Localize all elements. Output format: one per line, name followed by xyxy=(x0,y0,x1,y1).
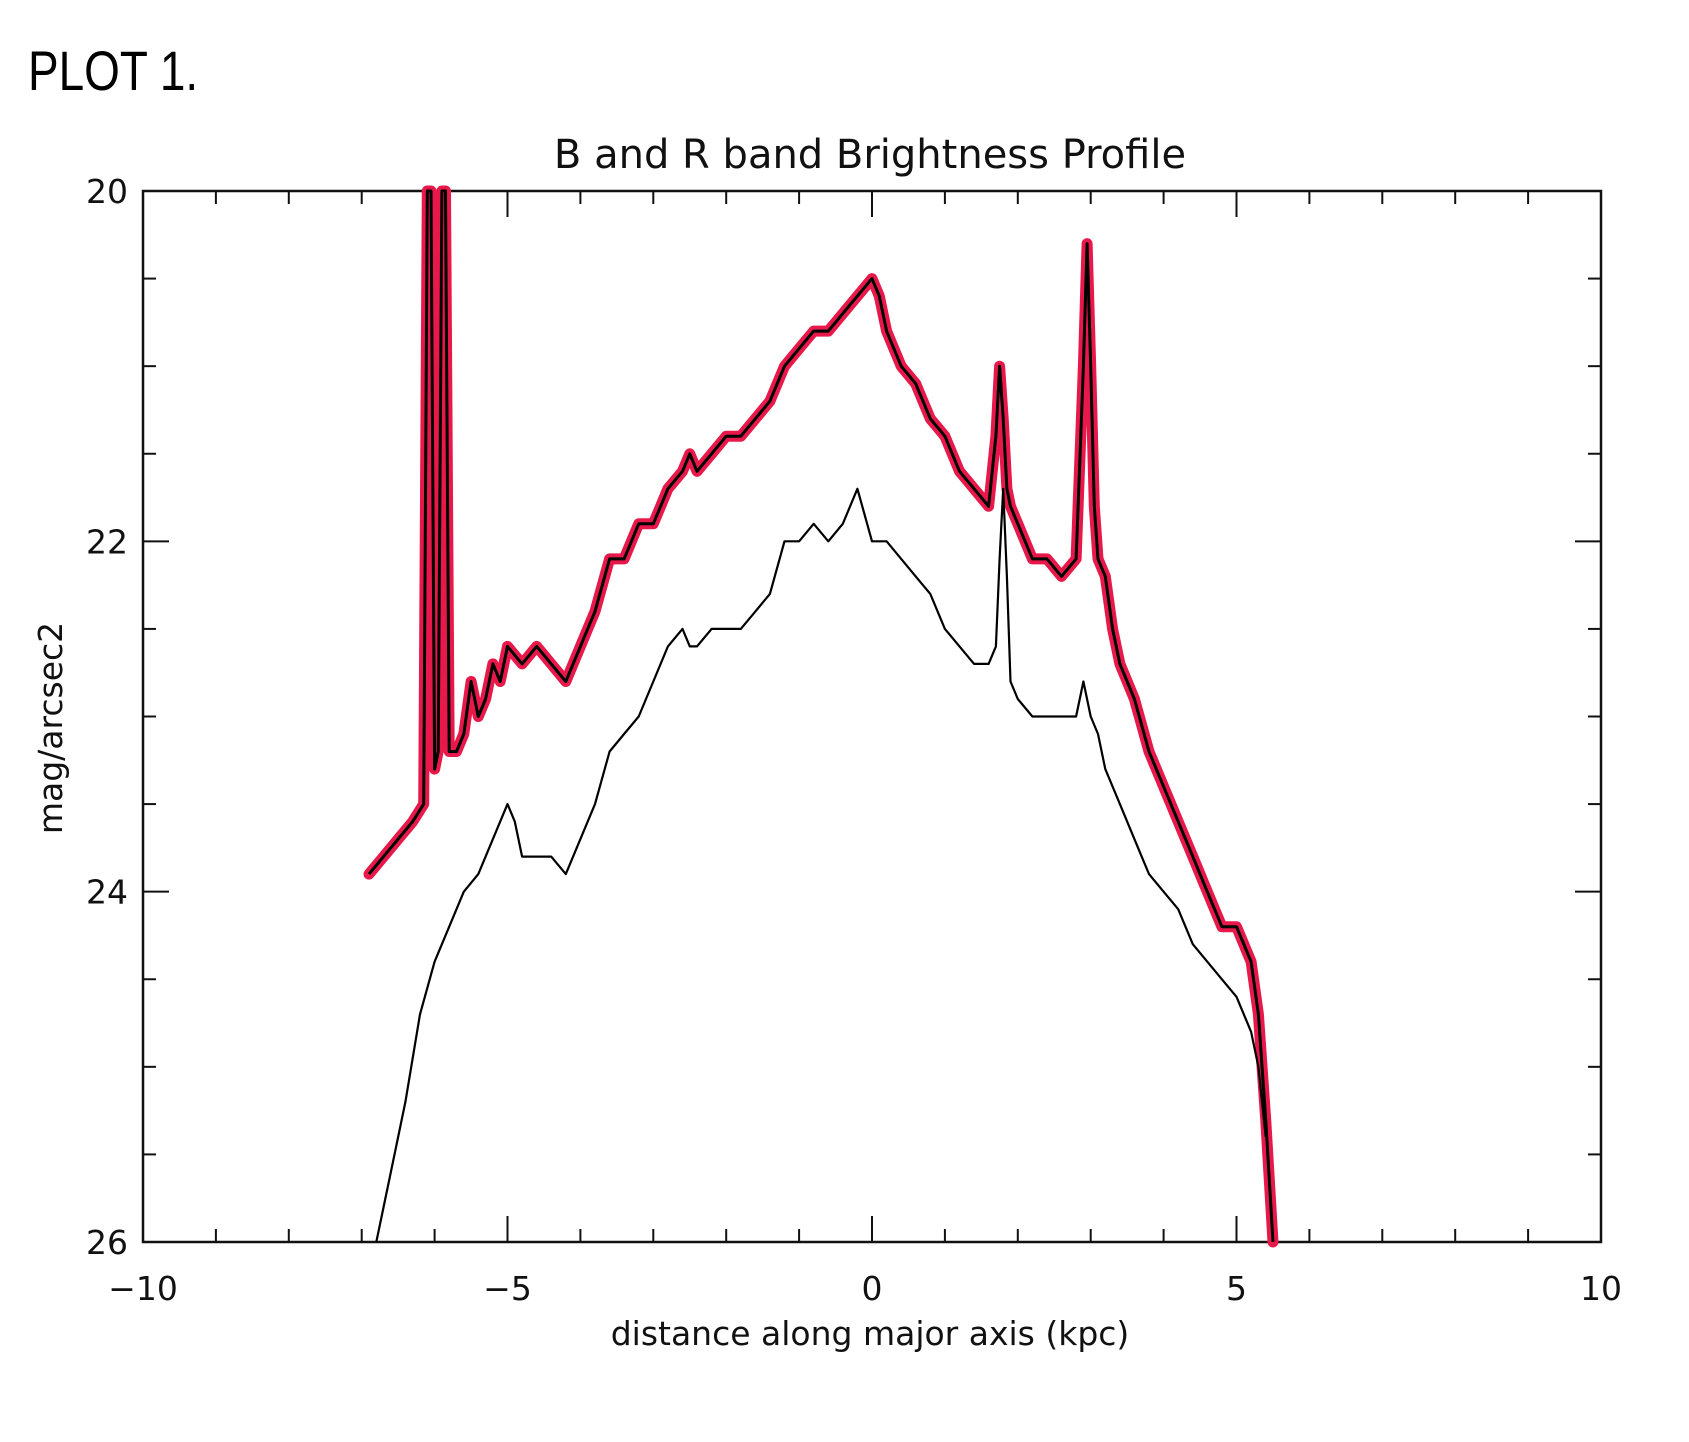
x-tick-label: −5 xyxy=(483,1269,532,1308)
x-tick-label: 10 xyxy=(1580,1269,1622,1308)
series-line-r-band-core xyxy=(367,189,1275,1243)
chart-title: B and R band Brightness Profile xyxy=(554,132,1186,178)
y-tick-label: 22 xyxy=(86,522,128,561)
series-line-r-band xyxy=(363,185,1279,1248)
x-tick-label: 5 xyxy=(1226,1269,1247,1308)
series-line-b-band xyxy=(375,487,1267,1243)
x-tick-label: −10 xyxy=(108,1269,178,1308)
plot-border xyxy=(141,189,1603,1244)
x-axis-label: distance along major axis (kpc) xyxy=(611,1314,1130,1353)
axis-ticks: −10 −5 0 5 10 20 22 24 26 xyxy=(86,172,1622,1308)
y-tick-label: 24 xyxy=(86,873,128,912)
y-axis-label: mag/arcsec2 xyxy=(31,622,70,834)
x-tick-label: 0 xyxy=(862,1269,883,1308)
plot-number-label: PLOT 1. xyxy=(28,39,199,102)
y-tick-label: 26 xyxy=(86,1223,128,1262)
plot-frame xyxy=(141,189,1603,1244)
y-tick-label: 20 xyxy=(86,172,128,211)
series-layer xyxy=(363,185,1279,1248)
